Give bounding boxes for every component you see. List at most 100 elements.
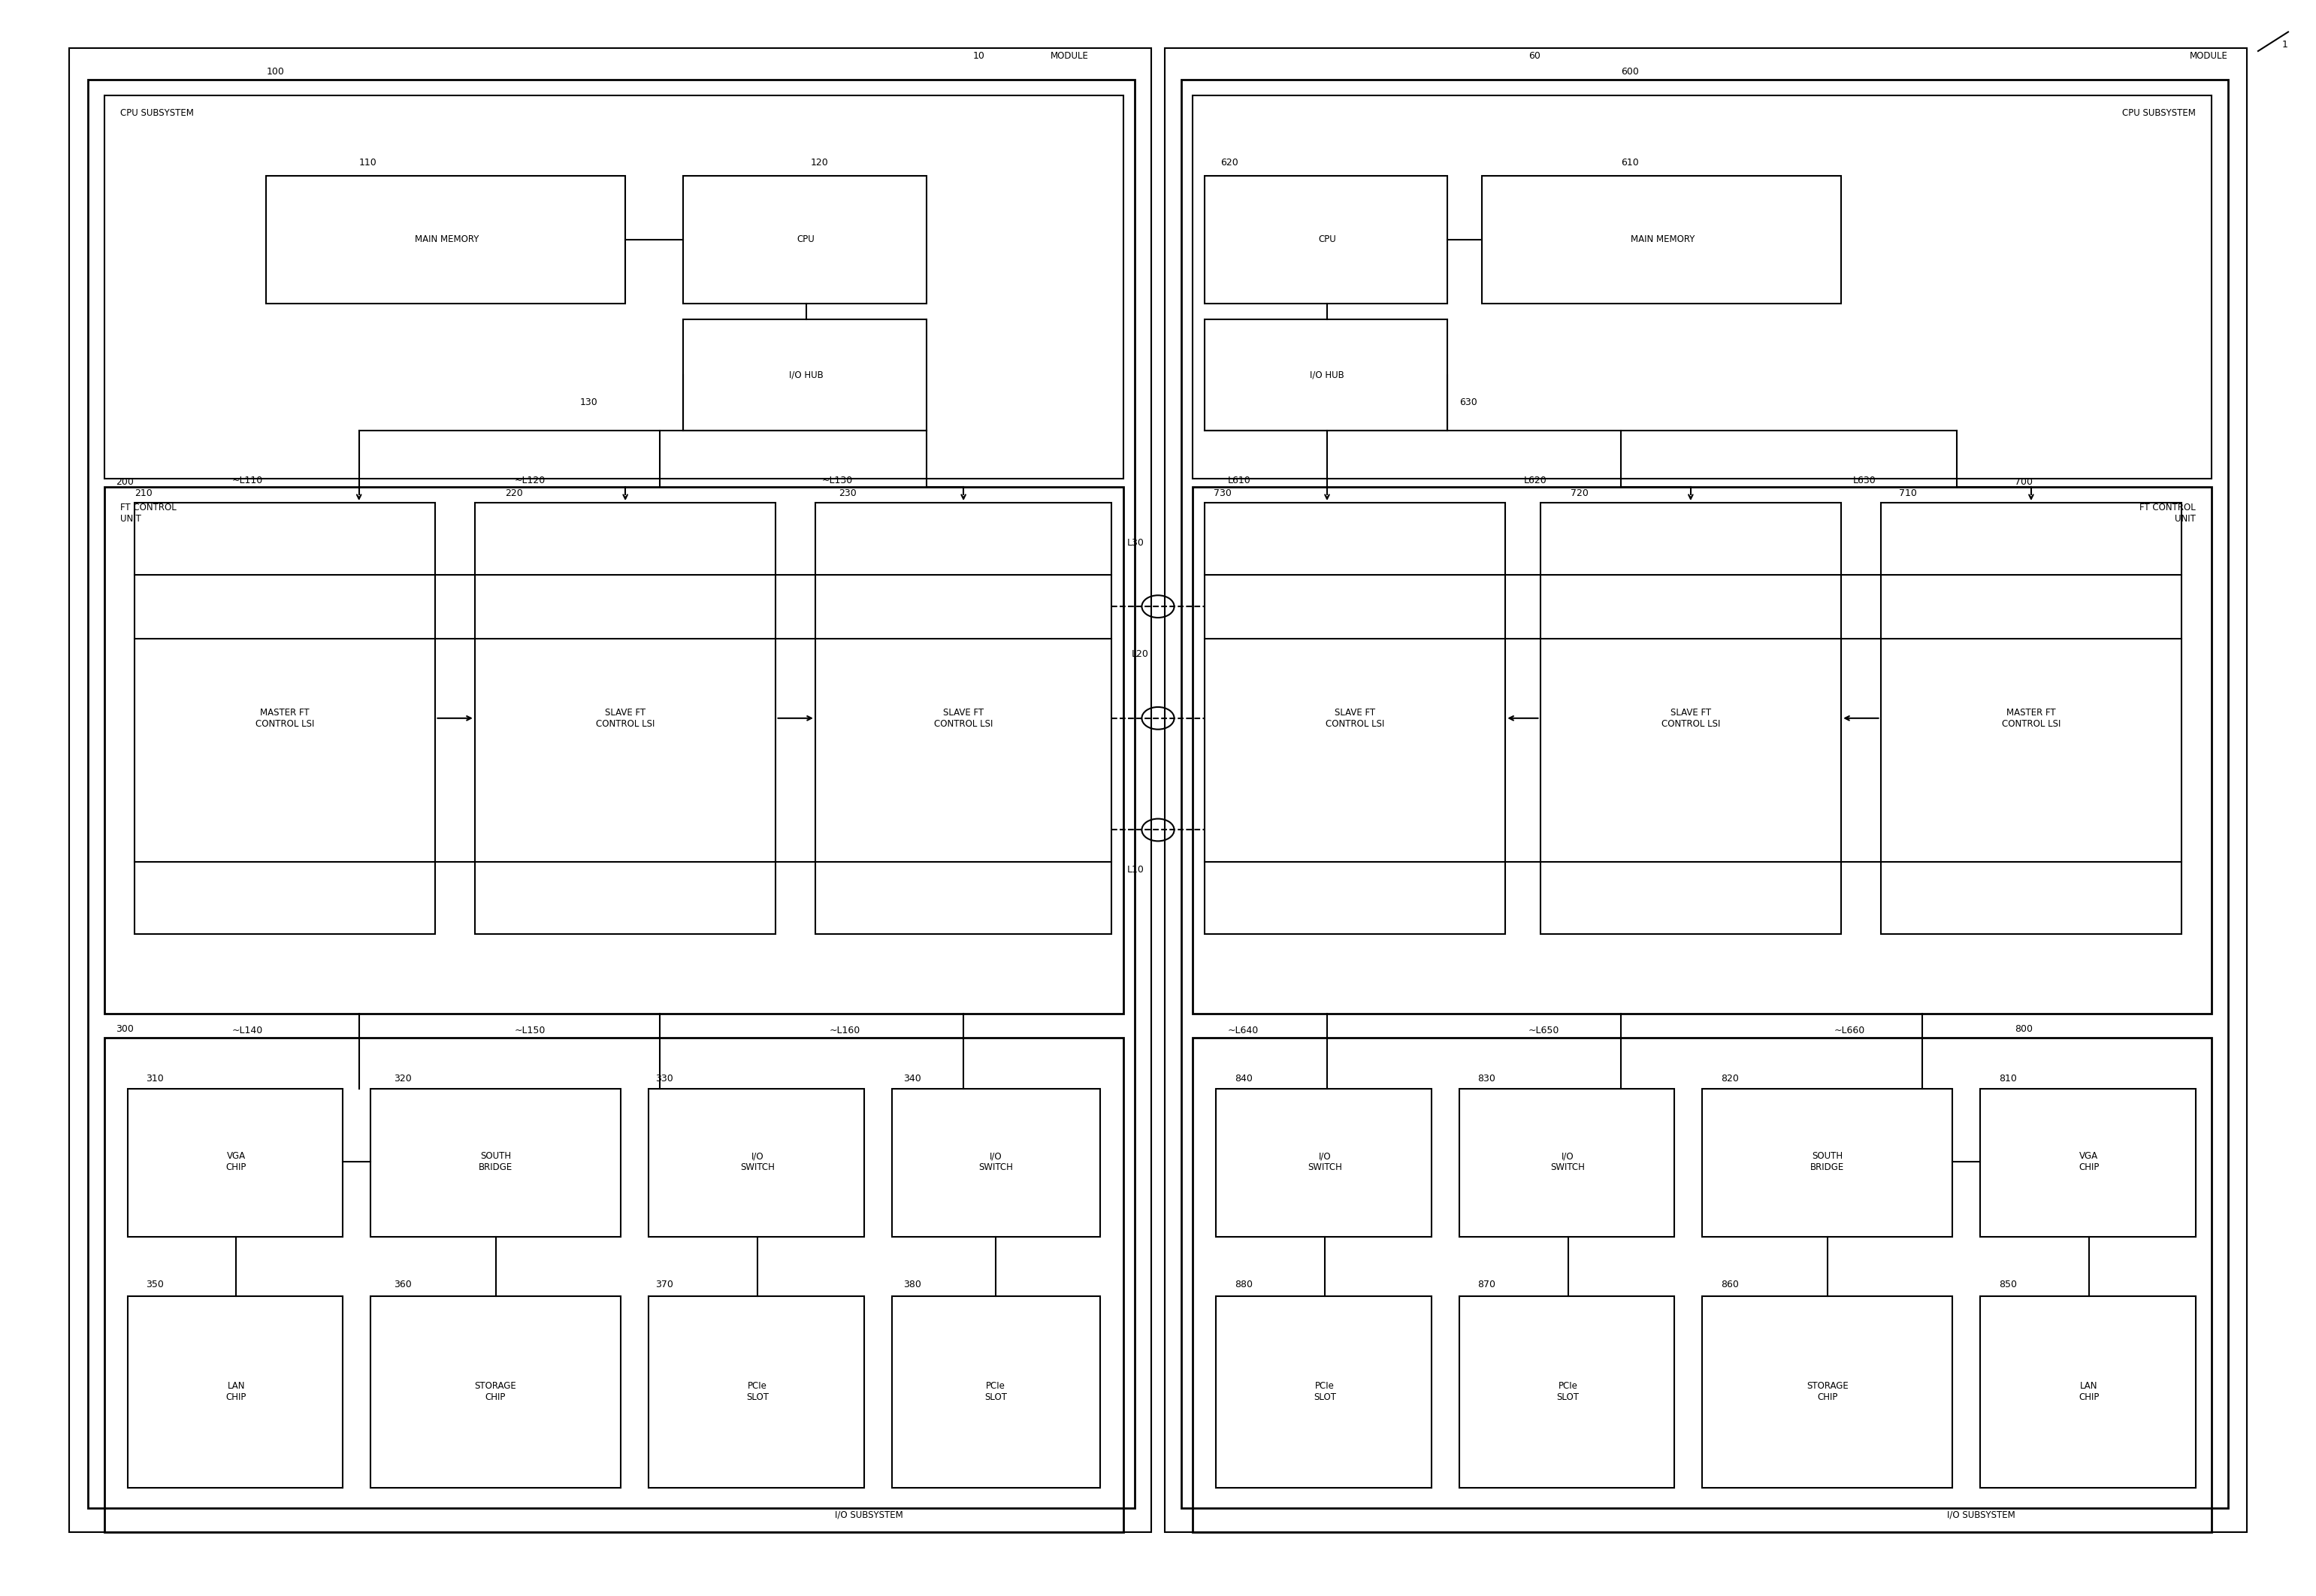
Text: SLAVE FT
CONTROL LSI: SLAVE FT CONTROL LSI (1325, 707, 1385, 729)
Bar (1540, 503, 1841, 934)
Text: 220: 220 (505, 488, 523, 498)
Text: CPU SUBSYSTEM: CPU SUBSYSTEM (120, 109, 195, 118)
Text: SLAVE FT
CONTROL LSI: SLAVE FT CONTROL LSI (933, 707, 994, 729)
Text: 700: 700 (2015, 477, 2033, 487)
Bar (1204, 176, 1448, 303)
Text: ~L120: ~L120 (514, 476, 544, 485)
Text: FT CONTROL
UNIT: FT CONTROL UNIT (120, 503, 176, 523)
Text: 820: 820 (1721, 1074, 1739, 1084)
Text: I/O HUB: I/O HUB (1311, 370, 1343, 380)
Bar (1881, 503, 2182, 934)
Bar (475, 503, 776, 934)
Text: I/O
SWITCH: I/O SWITCH (1552, 1151, 1584, 1173)
Text: 10: 10 (973, 51, 984, 61)
Bar (1181, 80, 2228, 1508)
Text: L610: L610 (1227, 476, 1251, 485)
Text: 210: 210 (134, 488, 153, 498)
Bar (815, 503, 1112, 934)
Text: 310: 310 (146, 1074, 164, 1084)
Bar (266, 176, 625, 303)
Text: STORAGE
CHIP: STORAGE CHIP (1806, 1381, 1848, 1403)
Text: 830: 830 (1478, 1074, 1496, 1084)
Text: 800: 800 (2015, 1025, 2033, 1034)
Text: MODULE: MODULE (1049, 51, 1089, 61)
Text: 230: 230 (838, 488, 857, 498)
Text: SOUTH
BRIDGE: SOUTH BRIDGE (479, 1151, 512, 1173)
Text: PCIe
SLOT: PCIe SLOT (1313, 1381, 1336, 1403)
Bar (892, 1088, 1100, 1237)
Text: I/O HUB: I/O HUB (790, 370, 822, 380)
Bar (648, 1088, 864, 1237)
Text: 200: 200 (116, 477, 134, 487)
Text: SLAVE FT
CONTROL LSI: SLAVE FT CONTROL LSI (595, 707, 655, 729)
Bar (1193, 96, 2212, 479)
Text: 110: 110 (359, 158, 378, 168)
Text: 840: 840 (1234, 1074, 1253, 1084)
Bar (1702, 1296, 1952, 1487)
Text: 350: 350 (146, 1280, 164, 1290)
Text: PCIe
SLOT: PCIe SLOT (746, 1381, 769, 1403)
Bar (1702, 1088, 1952, 1237)
Text: ~L660: ~L660 (1834, 1026, 1864, 1036)
Text: 130: 130 (579, 397, 598, 407)
Text: 330: 330 (655, 1074, 674, 1084)
Text: PCIe
SLOT: PCIe SLOT (984, 1381, 1007, 1403)
Bar (683, 319, 926, 431)
Bar (683, 176, 926, 303)
Bar (1165, 48, 2247, 1532)
Text: CPU: CPU (797, 235, 815, 244)
Text: 850: 850 (1999, 1280, 2017, 1290)
Bar (104, 96, 1123, 479)
Bar (371, 1088, 621, 1237)
Text: 120: 120 (811, 158, 829, 168)
Text: MAIN MEMORY: MAIN MEMORY (1630, 235, 1695, 244)
Text: ~L650: ~L650 (1529, 1026, 1559, 1036)
Text: ~L160: ~L160 (829, 1026, 859, 1036)
Text: 870: 870 (1478, 1280, 1496, 1290)
Bar (1193, 1037, 2212, 1532)
Text: 1: 1 (2281, 40, 2288, 49)
Text: 100: 100 (266, 67, 285, 77)
Text: STORAGE
CHIP: STORAGE CHIP (475, 1381, 516, 1403)
Text: I/O
SWITCH: I/O SWITCH (980, 1151, 1012, 1173)
Text: ~L150: ~L150 (514, 1026, 544, 1036)
Text: 600: 600 (1621, 67, 1640, 77)
Text: L30: L30 (1128, 538, 1144, 547)
Bar (1459, 1088, 1674, 1237)
Bar (1204, 319, 1448, 431)
Text: 60: 60 (1529, 51, 1540, 61)
Bar (88, 80, 1135, 1508)
Bar (892, 1296, 1100, 1487)
Text: ~L110: ~L110 (232, 476, 262, 485)
Bar (1459, 1296, 1674, 1487)
Text: 360: 360 (394, 1280, 412, 1290)
Bar (1980, 1088, 2196, 1237)
Text: SLAVE FT
CONTROL LSI: SLAVE FT CONTROL LSI (1661, 707, 1721, 729)
Text: L10: L10 (1128, 865, 1144, 875)
Text: CPU SUBSYSTEM: CPU SUBSYSTEM (2121, 109, 2196, 118)
Text: 340: 340 (903, 1074, 922, 1084)
Bar (69, 48, 1151, 1532)
Bar (1204, 503, 1505, 934)
Text: MAIN MEMORY: MAIN MEMORY (415, 235, 479, 244)
Text: 730: 730 (1214, 488, 1232, 498)
Bar (104, 487, 1123, 1013)
Text: LAN
CHIP: LAN CHIP (2080, 1381, 2098, 1403)
Text: ~L140: ~L140 (232, 1026, 262, 1036)
Text: I/O
SWITCH: I/O SWITCH (1309, 1151, 1341, 1173)
Bar (127, 1296, 343, 1487)
Bar (648, 1296, 864, 1487)
Text: 380: 380 (903, 1280, 922, 1290)
Bar (127, 1088, 343, 1237)
Bar (1482, 176, 1841, 303)
Text: I/O SUBSYSTEM: I/O SUBSYSTEM (836, 1510, 903, 1519)
Bar (104, 1037, 1123, 1532)
Text: 620: 620 (1221, 158, 1239, 168)
Text: VGA
CHIP: VGA CHIP (227, 1151, 245, 1173)
Text: I/O
SWITCH: I/O SWITCH (741, 1151, 774, 1173)
Text: MODULE: MODULE (2189, 51, 2228, 61)
Text: CPU: CPU (1318, 235, 1336, 244)
Text: MASTER FT
CONTROL LSI: MASTER FT CONTROL LSI (2001, 707, 2061, 729)
Text: LAN
CHIP: LAN CHIP (227, 1381, 245, 1403)
Text: 630: 630 (1459, 397, 1478, 407)
